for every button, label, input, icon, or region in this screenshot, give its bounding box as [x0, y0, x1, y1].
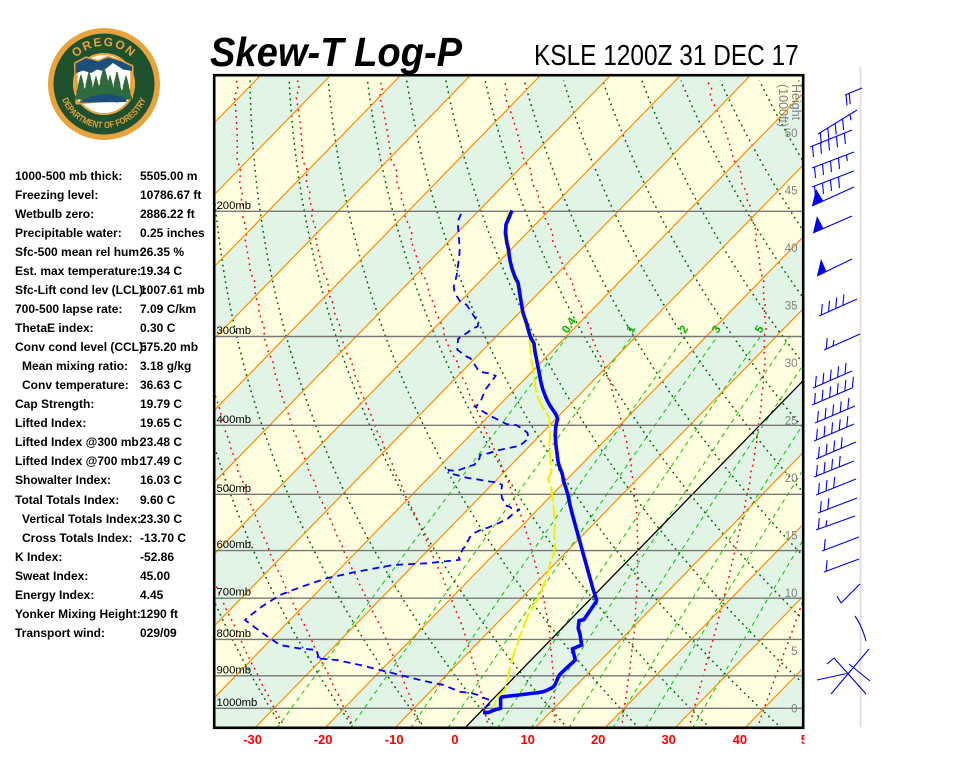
svg-text:20: 20 — [591, 732, 605, 747]
svg-text:25: 25 — [785, 416, 798, 428]
svg-text:2: 2 — [678, 324, 692, 336]
svg-text:30: 30 — [785, 358, 798, 370]
svg-text:-30: -30 — [243, 732, 262, 747]
svg-text:0: 0 — [451, 732, 458, 747]
svg-text:600mb: 600mb — [217, 539, 252, 551]
svg-text:0: 0 — [791, 703, 797, 715]
svg-text:15: 15 — [785, 531, 798, 543]
svg-text:40: 40 — [785, 243, 798, 255]
svg-text:30: 30 — [661, 732, 675, 747]
svg-text:10: 10 — [520, 732, 534, 747]
svg-text:900mb: 900mb — [217, 664, 252, 676]
svg-text:-10: -10 — [385, 732, 404, 747]
svg-text:20: 20 — [785, 473, 798, 485]
svg-text:45: 45 — [785, 185, 798, 197]
svg-text:-20: -20 — [314, 732, 333, 747]
svg-text:35: 35 — [785, 300, 798, 312]
svg-text:40: 40 — [733, 732, 747, 747]
svg-text:10: 10 — [785, 588, 798, 600]
svg-text:1000mb: 1000mb — [217, 697, 258, 709]
svg-text:200mb: 200mb — [217, 200, 252, 212]
svg-text:Height: Height — [789, 84, 803, 121]
svg-text:5: 5 — [791, 646, 797, 658]
svg-text:50: 50 — [785, 128, 798, 140]
svg-text:400mb: 400mb — [217, 414, 252, 426]
svg-text:700mb: 700mb — [217, 587, 252, 599]
svg-text:50: 50 — [801, 732, 815, 747]
svg-text:3: 3 — [710, 324, 724, 336]
svg-text:800mb: 800mb — [217, 628, 252, 640]
svg-text:300mb: 300mb — [217, 325, 252, 337]
svg-text:(1000ft): (1000ft) — [776, 84, 790, 127]
svg-text:500mb: 500mb — [217, 483, 252, 495]
